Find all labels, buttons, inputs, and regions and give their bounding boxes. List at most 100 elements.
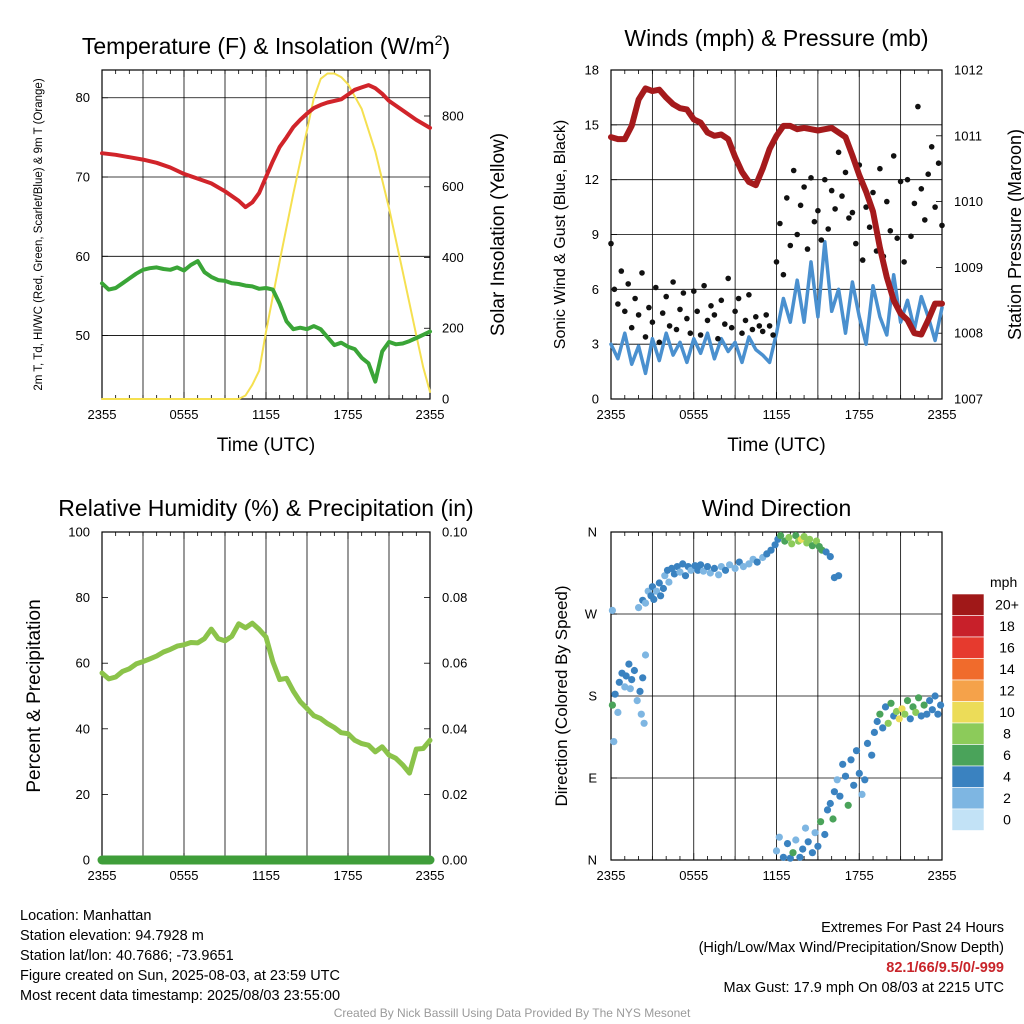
- colorbar-label: 0: [1003, 812, 1011, 828]
- direction-point: [614, 708, 622, 717]
- gust-point: [615, 301, 621, 307]
- x-tick-label: 2355: [597, 868, 626, 883]
- direction-point: [703, 563, 712, 571]
- colorbar-label: 16: [999, 640, 1015, 656]
- direction-point: [661, 572, 669, 580]
- gust-point: [846, 215, 852, 221]
- gust-point: [611, 286, 618, 293]
- direction-point: [772, 847, 781, 855]
- insolation-line: [101, 72, 431, 400]
- gust-point: [790, 167, 797, 174]
- colorbar-swatch: [951, 636, 985, 659]
- y2-tick-label: 0.04: [442, 721, 467, 736]
- gust-point: [818, 237, 825, 243]
- gust-point: [766, 323, 773, 329]
- direction-point: [625, 660, 633, 668]
- direction-point: [804, 838, 812, 846]
- direction-point: [626, 685, 634, 693]
- y-axis-label: Sonic Wind & Gust (Blue, Black): [552, 120, 569, 349]
- direction-point: [789, 849, 797, 857]
- x-tick-label: 1755: [334, 407, 363, 422]
- direction-point: [814, 842, 822, 850]
- station-info: Location: Manhattan Station elevation: 9…: [20, 906, 340, 1006]
- chart-title: Temperature (F) & Insolation (W/m2): [82, 32, 450, 59]
- gust-point: [897, 178, 904, 185]
- direction-point: [811, 829, 819, 837]
- gust-point: [870, 189, 876, 196]
- direction-point: [611, 690, 619, 698]
- direction-point: [621, 683, 629, 691]
- gust-point: [839, 193, 845, 199]
- direction-point: [931, 692, 939, 700]
- direction-point: [937, 701, 945, 709]
- gust-point: [780, 271, 787, 278]
- direction-point: [792, 532, 800, 540]
- sonic-wind-line: [609, 240, 944, 376]
- gust-point: [835, 149, 842, 156]
- direction-point: [785, 533, 793, 542]
- direction-point: [636, 687, 644, 696]
- gust-point: [904, 176, 911, 183]
- direction-point: [836, 792, 844, 800]
- colorbar: mph 20+ 18 16 14 12 10 8 6 4 2 0: [951, 574, 1019, 831]
- direction-point: [833, 776, 841, 784]
- direction-point: [801, 824, 810, 832]
- colorbar-label: 2: [1003, 790, 1011, 806]
- y-axis-label: Direction (Colored By Speed): [552, 585, 571, 806]
- gust-point: [794, 231, 800, 238]
- y-tick-label: 40: [76, 721, 90, 736]
- y2-tick-label: 600: [442, 179, 464, 194]
- gust-point: [877, 165, 883, 172]
- recent-data-text: Most recent data timestamp: 2025/08/03 2…: [20, 988, 341, 1004]
- gust-point: [939, 222, 945, 229]
- temperature-line: [100, 83, 432, 210]
- gust-point: [697, 332, 704, 338]
- direction-point: [858, 790, 866, 799]
- colorbar-label: 6: [1003, 747, 1011, 763]
- gust-point: [718, 297, 725, 304]
- gust-point: [801, 184, 807, 190]
- gust-point: [804, 246, 811, 252]
- colorbar-label: 12: [999, 683, 1015, 699]
- gust-point: [894, 235, 900, 241]
- direction-point: [852, 747, 861, 755]
- direction-point: [917, 712, 925, 720]
- gust-point: [708, 303, 714, 309]
- gust-point: [842, 169, 849, 176]
- direction-point: [710, 564, 719, 573]
- gust-point: [722, 321, 728, 327]
- direction-point: [912, 708, 920, 717]
- gust-point: [656, 339, 663, 346]
- colorbar-swatch: [951, 658, 985, 681]
- colorbar-title: mph: [990, 574, 1017, 590]
- direction-point: [608, 701, 617, 709]
- gust-point: [887, 228, 894, 234]
- colorbar-label: 14: [999, 661, 1015, 677]
- chart-panel-3: 2355 0555 1155 1755 2355 Relative Humidity (%…: [24, 495, 474, 883]
- chart-title: Relative Humidity (%) & Precipitation (i…: [58, 495, 473, 521]
- y-tick-label: W: [585, 607, 598, 622]
- gust-point: [753, 314, 759, 320]
- direction-point: [641, 599, 650, 607]
- y2-tick-label: 200: [442, 321, 464, 336]
- extremes-values: 82.1/66/9.5/0/-999: [886, 960, 1004, 976]
- gust-point: [635, 312, 642, 318]
- gust-point: [711, 312, 718, 318]
- humidity-line: [99, 620, 433, 776]
- direction-point: [934, 710, 942, 718]
- direction-point: [835, 572, 843, 580]
- direction-point: [739, 563, 748, 571]
- direction-point: [679, 560, 687, 568]
- y-tick-label: 80: [76, 90, 90, 105]
- direction-point: [650, 595, 658, 604]
- direction-point: [920, 701, 928, 709]
- gust-point: [659, 310, 666, 316]
- direction-point: [830, 788, 839, 796]
- x-tick-label: 2355: [928, 868, 957, 883]
- gust-point: [642, 334, 649, 340]
- gust-point: [673, 326, 680, 333]
- gust-point: [777, 220, 783, 227]
- direction-point: [923, 710, 931, 718]
- direction-point: [668, 564, 676, 573]
- y-axis-label: 2m T, Td, HI/WC (Red, Green, Scarlet/Blu…: [33, 78, 45, 390]
